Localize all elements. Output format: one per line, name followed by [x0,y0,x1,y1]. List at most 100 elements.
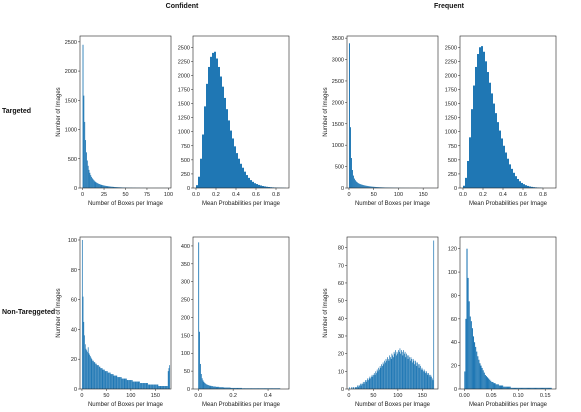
bar [401,351,403,389]
y-tick-label: 150 [181,333,190,339]
bar [242,167,244,188]
bar [199,331,200,389]
bar [216,58,218,188]
bar [415,362,417,389]
bar [92,178,93,188]
bar [230,130,232,188]
bar [477,54,479,188]
bar [398,351,400,389]
y-tick-label: 1000 [178,130,190,136]
bar [519,181,521,188]
bar [408,355,410,389]
bar [122,378,124,389]
bar [504,386,506,389]
bar [227,387,229,389]
y-tick-label: 70 [338,263,344,269]
bar [486,377,489,389]
bar [420,369,422,389]
y-tick-label: 400 [181,244,190,250]
bar [110,186,111,188]
bar [404,351,406,389]
bar [417,362,418,389]
bar [226,109,228,188]
bar [202,380,204,389]
bar [526,387,528,389]
bar [260,185,262,188]
bar [513,387,516,389]
bar [517,387,519,389]
bar [101,368,102,389]
bar [505,386,507,389]
bar [206,384,207,389]
x-tick-label: 0.6 [519,192,527,198]
bar [423,369,425,389]
bar [236,153,238,188]
bar [357,385,358,389]
y-tick-label: 2250 [445,59,457,65]
bar [112,374,114,389]
bar [426,373,428,389]
y-tick-label: 1750 [445,87,457,93]
bar [372,376,374,389]
bar [368,378,370,389]
bar [365,381,367,389]
bar [120,377,121,389]
x-tick-label: 0.15 [540,393,551,399]
bar [113,375,115,389]
bar [470,321,472,389]
bar [116,375,118,389]
bar [404,353,405,389]
bar [264,388,266,389]
bar [406,355,408,389]
x-tick-label: 100 [393,393,402,399]
bar [84,335,85,389]
bar [123,378,124,389]
bar [402,355,404,389]
x-axis-label: Mean Probabilities per Image [202,201,281,207]
y-tick-label: 500 [335,165,344,171]
bar [117,377,118,389]
bar [379,369,380,389]
bar [118,187,120,188]
bar [213,386,215,389]
bar [132,381,134,389]
bar [416,366,418,389]
bar [219,387,221,389]
bar [260,388,262,389]
bar [350,158,352,188]
bar [110,186,112,188]
bar [482,370,484,389]
bar [152,384,154,389]
bar [432,380,434,389]
bar [499,385,501,389]
bar [418,367,420,389]
bar [83,321,85,389]
bar [141,383,143,389]
bar [114,375,116,389]
bar [108,372,110,389]
bar [239,387,241,389]
bar [154,384,156,389]
bar [474,342,476,389]
bar [256,388,258,389]
y-tick-label: 50 [184,369,190,375]
bar [382,362,384,389]
bar [205,383,207,389]
bar [158,386,160,389]
bar [466,248,468,389]
bar [244,388,246,389]
bar [218,66,220,188]
bar [505,152,507,188]
bar [522,387,524,389]
bar [153,384,154,389]
bar [471,109,473,188]
bar [268,186,270,188]
bar [409,357,410,389]
bar [145,383,147,389]
bar-group [196,51,286,188]
bar [407,358,409,389]
bar [480,365,482,389]
bar [148,384,150,389]
bar [88,169,90,188]
plot-frame [346,236,439,390]
